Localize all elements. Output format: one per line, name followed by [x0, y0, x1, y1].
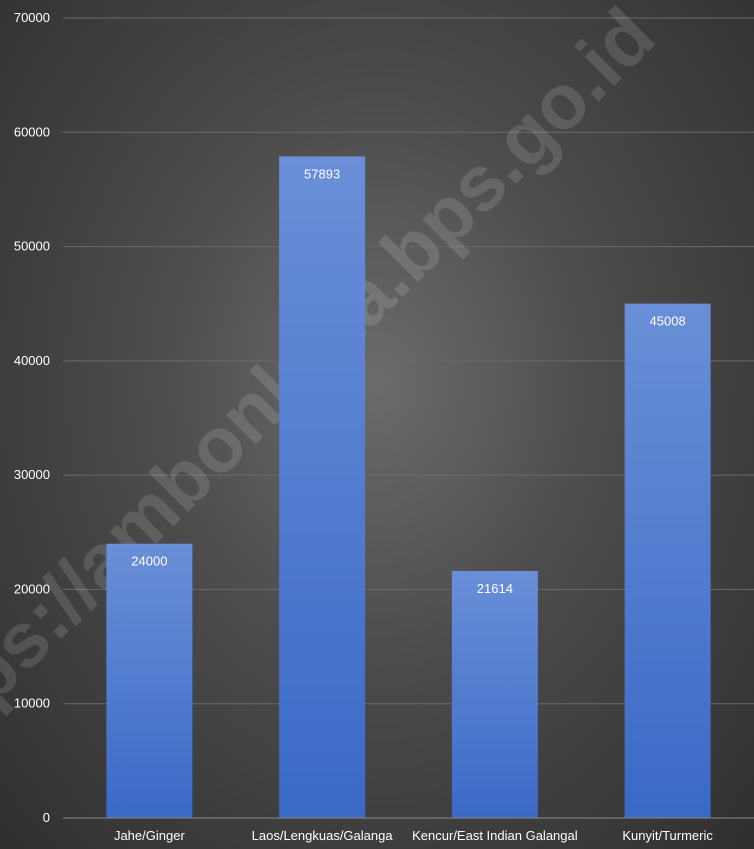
x-tick-label: Kencur/East Indian Galangal: [412, 828, 578, 843]
y-tick-label: 70000: [14, 10, 50, 25]
bar: [624, 303, 711, 818]
bar: [451, 570, 538, 818]
x-tick-label: Kunyit/Turmeric: [622, 828, 713, 843]
bar: [279, 156, 366, 818]
x-tick-label: Jahe/Ginger: [114, 828, 185, 843]
x-tick-label: Laos/Lengkuas/Galanga: [252, 828, 394, 843]
data-label: 21614: [477, 581, 513, 596]
y-tick-label: 10000: [14, 696, 50, 711]
data-label: 24000: [131, 554, 167, 569]
bar: [106, 543, 193, 818]
y-tick-label: 60000: [14, 124, 50, 139]
y-tick-label: 20000: [14, 581, 50, 596]
bars: 24000 57893 21614 45008: [106, 156, 711, 818]
data-label: 57893: [304, 166, 340, 181]
y-tick-label: 30000: [14, 467, 50, 482]
data-label: 45008: [650, 314, 686, 329]
y-axis-ticks: 0 10000 20000 30000 40000 50000 60000 70000: [14, 10, 50, 825]
x-axis-labels: Jahe/Ginger Laos/Lengkuas/Galanga Kencur/E…: [114, 828, 713, 843]
y-tick-label: 50000: [14, 239, 50, 254]
y-tick-label: 0: [43, 810, 50, 825]
y-tick-label: 40000: [14, 353, 50, 368]
